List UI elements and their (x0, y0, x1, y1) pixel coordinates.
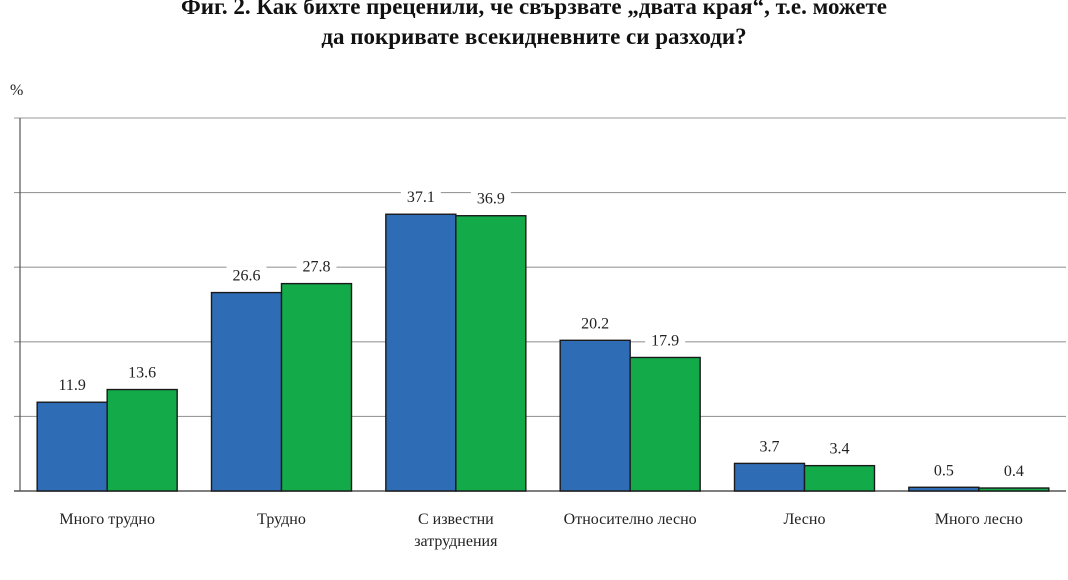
data-labels: 11.9 13.6 26.6 27.8 37.1 36.9 20.2 17.9 3.7 3.4 0.… (52, 188, 1034, 482)
data-label: 37.1 (407, 189, 435, 206)
bar (106, 388, 178, 492)
category-labels: Много трудно Трудно С известни затруднения О… (59, 511, 1023, 550)
bar (803, 464, 876, 492)
data-label: 0.4 (1004, 463, 1024, 480)
data-label-bg (52, 376, 93, 396)
bar (210, 291, 283, 492)
data-label: 0.5 (934, 462, 954, 479)
bar (280, 282, 353, 492)
data-label-bg (226, 266, 267, 286)
data-label-bg (400, 188, 441, 208)
chart-title: Фиг. 2. Как бихте преценили, че свързват… (0, 0, 1068, 52)
data-label: 13.6 (128, 365, 156, 382)
data-label: 11.9 (58, 377, 85, 394)
data-label: 17.9 (651, 332, 679, 349)
category-label: Относително лесно (564, 511, 697, 528)
data-label-bg (575, 314, 616, 334)
bar (629, 356, 701, 492)
category-label: затруднения (414, 533, 498, 550)
bar (455, 215, 527, 492)
data-label: 20.2 (581, 315, 609, 332)
y-axis-unit: % (10, 82, 23, 99)
category-label: Много трудно (59, 511, 155, 528)
bar (36, 401, 108, 492)
data-label-bg (749, 437, 790, 457)
data-label-bg (645, 331, 686, 351)
category-label: С известни (418, 511, 494, 528)
bar (978, 487, 1050, 492)
data-label: 26.6 (233, 268, 261, 285)
chart-title-line-2: да покривате всекидневните си разходи? (321, 24, 747, 49)
data-label: 3.4 (830, 441, 850, 458)
bars (36, 213, 1050, 492)
data-label: 27.8 (303, 259, 331, 276)
bar (385, 213, 457, 492)
bar (559, 339, 631, 492)
data-label-bg (470, 189, 511, 209)
category-label: Много лесно (935, 511, 1023, 528)
chart-title-line-1: Фиг. 2. Как бихте преценили, че свързват… (180, 0, 887, 19)
category-label: Трудно (257, 511, 306, 528)
data-label-bg (819, 439, 860, 459)
bar (733, 462, 806, 492)
bar (908, 486, 980, 492)
data-label-bg (122, 363, 163, 383)
data-label-bg (993, 462, 1034, 482)
category-label: Лесно (784, 511, 826, 528)
data-label: 3.7 (760, 438, 780, 455)
data-label: 36.9 (477, 191, 505, 208)
data-label-bg (296, 257, 337, 277)
data-label-bg (923, 461, 964, 481)
gridlines (14, 117, 1066, 492)
